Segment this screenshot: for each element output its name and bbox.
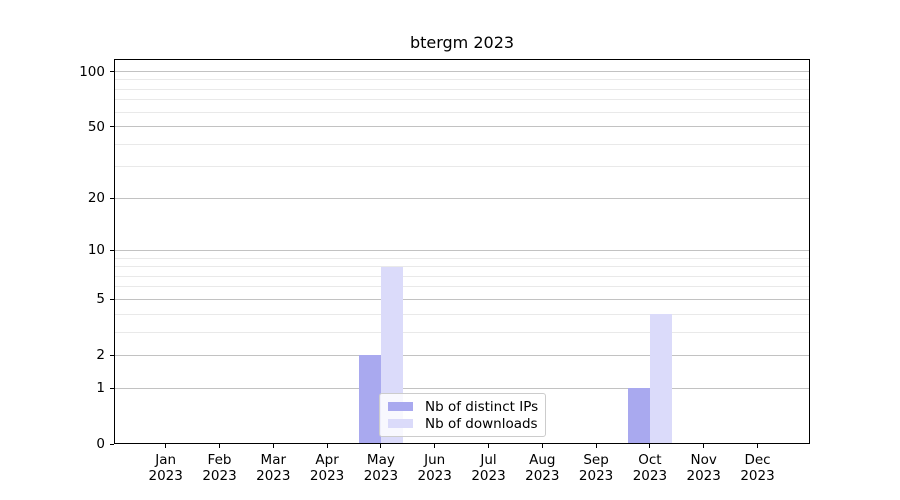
y-tick-label: 100 — [79, 63, 105, 80]
y-tick-label: 50 — [87, 118, 105, 135]
gridline-major — [114, 71, 810, 73]
gridline-major — [114, 298, 810, 300]
gridline-minor — [114, 275, 810, 277]
y-tick-mark — [110, 387, 114, 389]
gridline-minor — [114, 79, 810, 81]
gridline-minor — [114, 166, 810, 168]
x-tick-mark — [326, 444, 328, 448]
legend: Nb of distinct IPs Nb of downloads — [379, 393, 546, 437]
gridline-minor — [114, 266, 810, 268]
x-tick-label: Jan 2023 — [148, 452, 183, 484]
gridline-minor — [114, 111, 810, 113]
gridline-major — [114, 354, 810, 356]
y-tick-mark — [110, 71, 114, 73]
y-tick-mark — [110, 126, 114, 128]
x-tick-mark — [595, 444, 597, 448]
x-tick-mark — [380, 444, 382, 448]
legend-entry-distinct-ips: Nb of distinct IPs — [388, 398, 539, 415]
gridline-major — [114, 249, 810, 251]
x-tick-mark — [434, 444, 436, 448]
legend-entry-downloads: Nb of downloads — [388, 415, 538, 432]
x-tick-label: Oct 2023 — [632, 452, 668, 484]
y-tick-label: 5 — [96, 291, 105, 308]
y-tick-label: 1 — [96, 380, 105, 397]
x-tick-label: Dec 2023 — [740, 452, 775, 484]
legend-label-downloads: Nb of downloads — [425, 415, 538, 432]
x-tick-mark — [541, 444, 543, 448]
y-tick-mark — [110, 197, 114, 199]
x-tick-mark — [272, 444, 274, 448]
x-tick-mark — [219, 444, 220, 448]
bar-distinct-ips — [628, 388, 650, 444]
y-tick-label: 10 — [87, 242, 105, 259]
gridline-minor — [114, 88, 810, 90]
gridline-major — [114, 387, 810, 389]
y-tick-mark — [110, 443, 114, 445]
x-tick-mark — [649, 444, 651, 448]
y-tick-mark — [110, 298, 114, 300]
x-tick-label: May 2023 — [363, 452, 399, 484]
y-tick-mark — [110, 249, 114, 251]
x-tick-mark — [165, 444, 167, 448]
x-tick-label: Sep 2023 — [578, 452, 614, 484]
gridline-minor — [114, 313, 810, 315]
x-tick-mark — [703, 444, 705, 448]
x-tick-label: Mar 2023 — [256, 452, 291, 484]
gridline-minor — [114, 257, 810, 259]
bar-distinct-ips — [359, 355, 381, 444]
legend-swatch-distinct-ips — [388, 402, 413, 411]
x-tick-label: Jul 2023 — [471, 452, 506, 484]
gridline-minor — [114, 143, 810, 145]
chart-title: btergm 2023 — [409, 33, 515, 52]
x-tick-mark — [488, 444, 489, 448]
y-tick-mark — [110, 354, 114, 356]
y-tick-label: 20 — [87, 190, 105, 207]
gridline-minor — [114, 286, 810, 288]
gridline-minor — [114, 331, 810, 333]
gridline-major — [114, 126, 810, 128]
x-tick-mark — [757, 444, 758, 448]
x-tick-label: Jun 2023 — [417, 452, 452, 484]
x-tick-label: Apr 2023 — [309, 452, 345, 484]
legend-label-distinct-ips: Nb of distinct IPs — [425, 398, 539, 415]
x-tick-label: Nov 2023 — [686, 452, 721, 484]
y-tick-label: 0 — [96, 436, 105, 452]
legend-swatch-downloads — [388, 419, 413, 428]
bar-downloads — [649, 314, 672, 444]
gridline-major — [114, 197, 810, 199]
x-tick-label: Feb 2023 — [202, 452, 237, 484]
gridline-minor — [114, 99, 810, 101]
x-tick-label: Aug 2023 — [525, 452, 560, 484]
y-tick-label: 2 — [96, 347, 105, 364]
